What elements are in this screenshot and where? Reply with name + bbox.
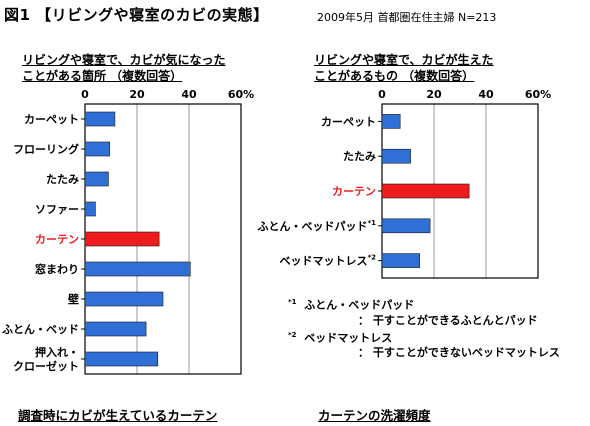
bar-1: [381, 148, 411, 164]
category-label-5-line-0: 窓まわり: [35, 262, 79, 276]
category-label-4-line-0: ベッドマットレス: [279, 255, 367, 268]
bar-3: [84, 201, 96, 217]
chart-2-title: リビングや寝室で、カビが生えた ことがあるもの （複数回答）: [314, 52, 494, 84]
category-label-6: 壁: [68, 292, 79, 306]
tick-label-1: 20: [426, 88, 442, 101]
survey-info: 2009年5月 首都圏在住主婦 N=213: [317, 11, 497, 24]
bar-6: [84, 291, 164, 307]
note-1-term-row: *1 ふとん・ベッドパッド: [288, 295, 560, 313]
note-2-desc: ： 干すことができないベッドマットレス: [358, 346, 560, 360]
chart-1-title: リビングや寝室で、カビが気になった ことがある箇所 （複数回答）: [22, 52, 226, 84]
category-label-1: たたみ: [343, 150, 376, 163]
category-label-2-line-0: カーテン: [332, 185, 376, 198]
category-label-0: カーペット: [24, 113, 79, 126]
note-1-desc: ： 干すことができるふとんとパッド: [358, 313, 538, 327]
tick-label-0: 0: [378, 88, 386, 101]
chart-1: 0 20 40 60% カーペットフローリングたたみソファーカーテン窓まわり壁ふとん・ベ…: [2, 88, 254, 375]
category-label-2: たたみ: [46, 173, 79, 186]
notes: *1 ふとん・ベッドパッド ： 干すことができるふとんとパッド *2 ベッドマッ…: [288, 295, 560, 360]
bar-0: [84, 111, 116, 127]
bar-2: [381, 183, 470, 199]
figure-title: 図1 【リビングや寝室のカビの実態】: [4, 6, 269, 24]
category-label-8: 押入れ・クローゼット: [13, 345, 79, 373]
chart-1-title-line-1: リビングや寝室で、カビが気になった: [22, 53, 226, 67]
chart-1-title-line-2: ことがある箇所 （複数回答）: [22, 69, 183, 83]
footer-left-title: 調査時にカビが生えているカーテン: [18, 408, 218, 423]
category-mark-4: *2: [367, 254, 376, 262]
tick-label-3: 60%: [525, 88, 551, 101]
category-label-3-line-0: ソファー: [35, 203, 79, 216]
category-label-3: ふとん・ベッドパッド*1: [257, 219, 376, 233]
tick-label-1: 20: [129, 88, 145, 101]
bar-4: [381, 253, 421, 268]
category-label-1: フローリング: [13, 142, 79, 156]
category-label-0-line-0: カーペット: [321, 115, 376, 128]
category-label-2: カーテン: [332, 185, 376, 198]
footer-right-title: カーテンの洗濯頻度: [318, 408, 431, 423]
bar-2: [84, 171, 109, 187]
category-label-4-line-0: カーテン: [35, 233, 79, 246]
bar-8: [84, 351, 159, 367]
category-label-0-line-0: カーペット: [24, 113, 79, 126]
tick-label-3: 60%: [228, 88, 254, 101]
tick-label-0: 0: [81, 88, 89, 101]
category-label-0: カーペット: [321, 115, 376, 128]
note-1-mark: *1: [288, 298, 297, 306]
category-label-6-line-0: 壁: [68, 292, 79, 306]
category-label-4: カーテン: [35, 233, 79, 246]
chart-2-title-line-2: ことがあるもの （複数回答）: [314, 69, 475, 83]
note-1-term: ふとん・ベッドパッド: [304, 298, 415, 312]
bar-1: [84, 141, 111, 157]
category-label-2-line-0: たたみ: [46, 173, 79, 186]
category-label-8-line-0: 押入れ・: [35, 345, 79, 359]
bar-4: [84, 231, 160, 247]
category-label-8-line-1: クローゼット: [13, 359, 79, 373]
bar-3: [381, 218, 431, 234]
bar-0: [381, 114, 401, 129]
category-label-4: ベッドマットレス*2: [279, 254, 376, 268]
note-2-term: ベッドマットレス: [304, 331, 393, 345]
tick-label-2: 40: [478, 88, 494, 101]
category-label-3: ソファー: [35, 203, 79, 216]
note-2-term-row: *2 ベッドマットレス: [288, 328, 560, 346]
category-label-7-line-0: ふとん・ベッド: [2, 323, 79, 336]
tick-label-2: 40: [181, 88, 197, 101]
note-2-mark: *2: [288, 330, 297, 339]
category-mark-3: *1: [367, 219, 376, 227]
category-label-1-line-0: フローリング: [13, 142, 79, 156]
category-label-3-line-0: ふとん・ベッドパッド: [257, 220, 367, 233]
category-label-7: ふとん・ベッド: [2, 323, 79, 336]
bar-5: [84, 261, 191, 277]
category-label-5: 窓まわり: [35, 262, 79, 276]
chart-2-title-line-1: リビングや寝室で、カビが生えた: [314, 53, 494, 67]
bar-7: [84, 321, 147, 337]
category-label-1-line-0: たたみ: [343, 150, 376, 163]
